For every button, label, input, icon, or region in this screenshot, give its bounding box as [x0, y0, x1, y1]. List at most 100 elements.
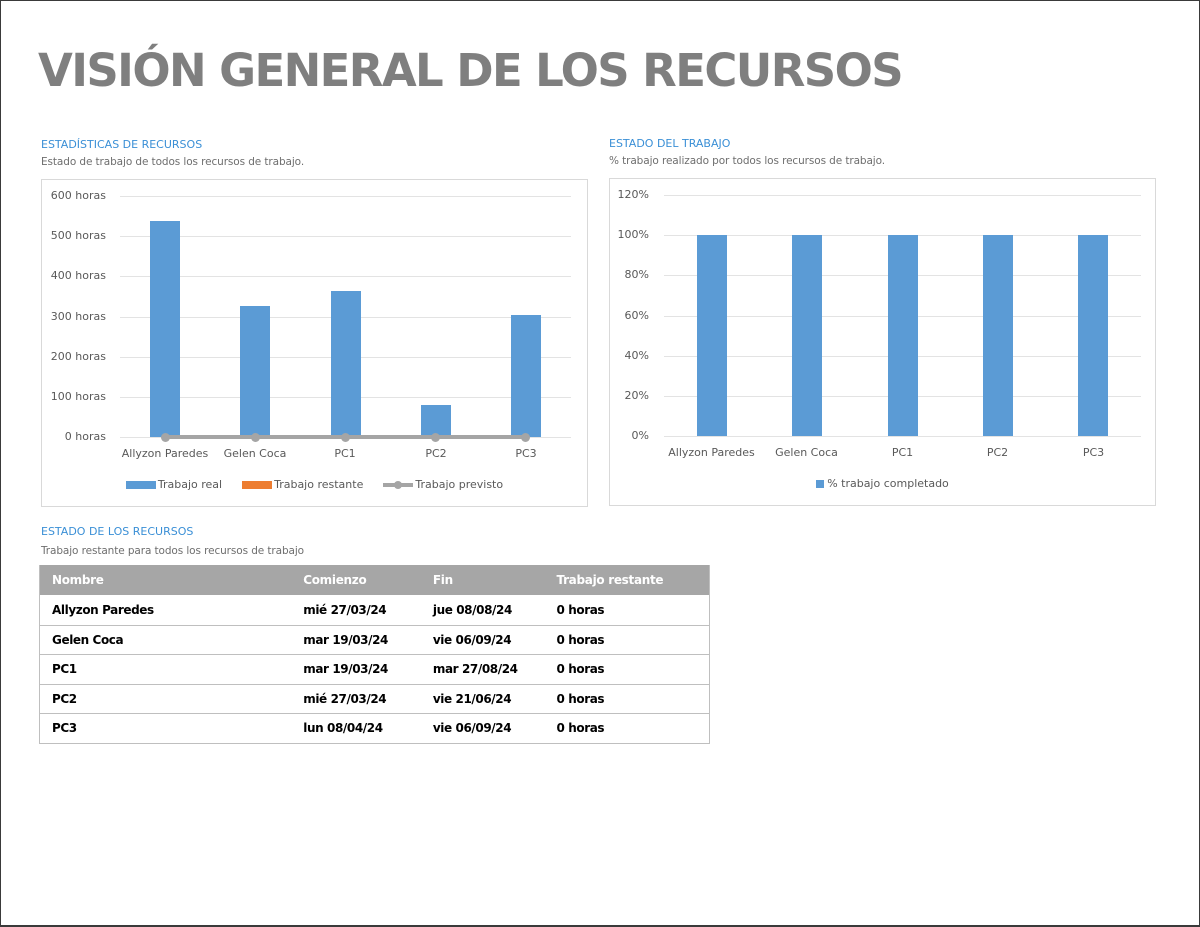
cell-finish: vie 21/06/24 — [432, 691, 512, 706]
planned-work-marker — [521, 433, 530, 442]
resource-stats-chart[interactable]: 0 horas 100 horas 200 horas 300 horas 400 ho… — [41, 179, 588, 507]
planned-work-marker — [341, 433, 350, 442]
gridline — [120, 236, 571, 237]
bar — [888, 235, 918, 436]
cell-remaining: 0 horas — [556, 632, 605, 647]
resource-status-title: ESTADO DE LOS RECURSOS — [41, 525, 194, 538]
cell-start: lun 08/04/24 — [303, 721, 383, 736]
bar — [511, 315, 541, 437]
x-axis-tick-label: PC3 — [1082, 446, 1105, 459]
cell-remaining: 0 horas — [556, 691, 605, 706]
y-axis-tick-label: 400 horas — [50, 269, 106, 282]
cell-remaining: 0 horas — [556, 662, 605, 677]
legend-line-marker-icon — [383, 480, 414, 489]
y-axis-tick-label: 300 horas — [50, 310, 106, 323]
bar — [792, 235, 822, 436]
bar — [697, 235, 727, 436]
planned-work-marker — [431, 433, 440, 442]
x-axis-tick-label: PC2 — [425, 447, 447, 460]
legend-label: Trabajo previsto — [415, 478, 504, 491]
table-header: Nombre Comienzo Fin Trabajo restante — [40, 565, 709, 595]
cell-start: mié 27/03/24 — [303, 691, 387, 706]
table-body: Allyzon Paredes mié 27/03/24 jue 08/08/2… — [40, 595, 709, 743]
cell-start: mié 27/03/24 — [303, 602, 387, 617]
y-axis-tick-label: 120% — [617, 188, 649, 201]
legend-square-icon — [816, 479, 825, 488]
cell-finish: jue 08/08/24 — [432, 602, 512, 617]
cell-start: mar 19/03/24 — [303, 662, 388, 677]
resource-status-table: Nombre Comienzo Fin Trabajo restante All… — [39, 565, 710, 744]
x-axis-tick-label: PC1 — [891, 446, 914, 459]
work-status-subtitle: % trabajo realizado por todos los recurs… — [609, 155, 885, 167]
bar — [150, 221, 180, 437]
cell-finish: vie 06/09/24 — [432, 721, 512, 736]
y-axis-tick-label: 0% — [631, 429, 649, 442]
work-status-chart[interactable]: 0% 20% 40% 60% 80% 100% 120% Allyzon Paredes Gel… — [609, 178, 1156, 506]
x-axis-tick-label: Allyzon Paredes — [668, 446, 755, 459]
y-axis-tick-label: 40% — [624, 349, 649, 362]
column-header-finish: Fin — [432, 573, 453, 587]
legend-item: % trabajo completado — [816, 477, 949, 490]
cell-remaining: 0 horas — [556, 602, 605, 617]
page-title: VISIÓN GENERAL DE LOS RECURSOS — [38, 44, 904, 97]
x-axis-tick-label: Gelen Coca — [775, 446, 838, 459]
resource-stats-title: ESTADÍSTICAS DE RECURSOS — [41, 138, 203, 151]
y-axis-tick-label: 60% — [624, 309, 649, 322]
y-axis-tick-label: 600 horas — [50, 189, 106, 202]
legend-swatch-icon — [125, 480, 156, 489]
y-axis-tick-label: 20% — [624, 389, 649, 402]
x-axis-tick-label: PC1 — [334, 447, 356, 460]
gridline — [664, 436, 1141, 437]
resource-stats-subtitle: Estado de trabajo de todos los recursos … — [41, 156, 305, 168]
y-axis-tick-label: 80% — [624, 268, 649, 281]
planned-work-marker — [161, 433, 170, 442]
x-axis-tick-label: PC2 — [986, 446, 1009, 459]
resource-status-subtitle: Trabajo restante para todos los recursos… — [41, 545, 304, 557]
y-axis-tick-label: 500 horas — [50, 229, 106, 242]
x-axis-tick-label: Allyzon Paredes — [121, 447, 209, 460]
cell-name: Gelen Coca — [52, 632, 124, 647]
gridline — [120, 196, 571, 197]
y-axis-tick-label: 100 horas — [50, 390, 106, 403]
column-header-name: Nombre — [52, 573, 104, 587]
cell-name: PC3 — [52, 721, 77, 736]
table-row: PC3 lun 08/04/24 vie 06/09/24 0 horas — [40, 713, 709, 743]
cell-finish: vie 06/09/24 — [432, 632, 512, 647]
legend-label: Trabajo restante — [274, 478, 364, 491]
table-row: PC1 mar 19/03/24 mar 27/08/24 0 horas — [40, 654, 709, 684]
legend-item: Trabajo restante — [242, 478, 363, 491]
table-row: Allyzon Paredes mié 27/03/24 jue 08/08/2… — [40, 595, 709, 625]
bar — [1078, 235, 1108, 436]
bar — [240, 306, 270, 437]
table-row: PC2 mié 27/03/24 vie 21/06/24 0 horas — [40, 683, 709, 714]
bar — [421, 405, 451, 437]
cell-remaining: 0 horas — [556, 721, 605, 736]
gridline — [664, 195, 1141, 196]
column-header-start: Comienzo — [303, 573, 367, 587]
cell-name: Allyzon Paredes — [52, 602, 154, 617]
legend-item: Trabajo previsto — [383, 478, 503, 491]
legend-label: % trabajo completado — [827, 477, 949, 490]
x-axis-tick-label: PC3 — [515, 447, 537, 460]
cell-finish: mar 27/08/24 — [432, 662, 518, 677]
bar — [331, 291, 361, 437]
y-axis-tick-label: 200 horas — [50, 350, 106, 363]
cell-start: mar 19/03/24 — [303, 632, 388, 647]
legend-item: Trabajo real — [125, 478, 223, 491]
y-axis-tick-label: 0 horas — [64, 430, 106, 443]
cell-name: PC1 — [52, 662, 77, 677]
work-status-title: ESTADO DEL TRABAJO — [609, 137, 731, 150]
column-header-remaining-work: Trabajo restante — [556, 573, 664, 587]
chart-legend: Trabajo real Trabajo restante Trabajo prev… — [42, 478, 587, 491]
x-axis-tick-label: Gelen Coca — [223, 447, 287, 460]
bar — [983, 235, 1013, 436]
planned-work-marker — [251, 433, 260, 442]
cell-name: PC2 — [52, 691, 77, 706]
gridline — [120, 276, 571, 277]
chart-legend: % trabajo completado — [610, 477, 1155, 490]
legend-label: Trabajo real — [157, 478, 223, 491]
y-axis-tick-label: 100% — [617, 228, 649, 241]
legend-swatch-icon — [242, 480, 273, 489]
table-row: Gelen Coca mar 19/03/24 vie 06/09/24 0 h… — [40, 624, 709, 655]
